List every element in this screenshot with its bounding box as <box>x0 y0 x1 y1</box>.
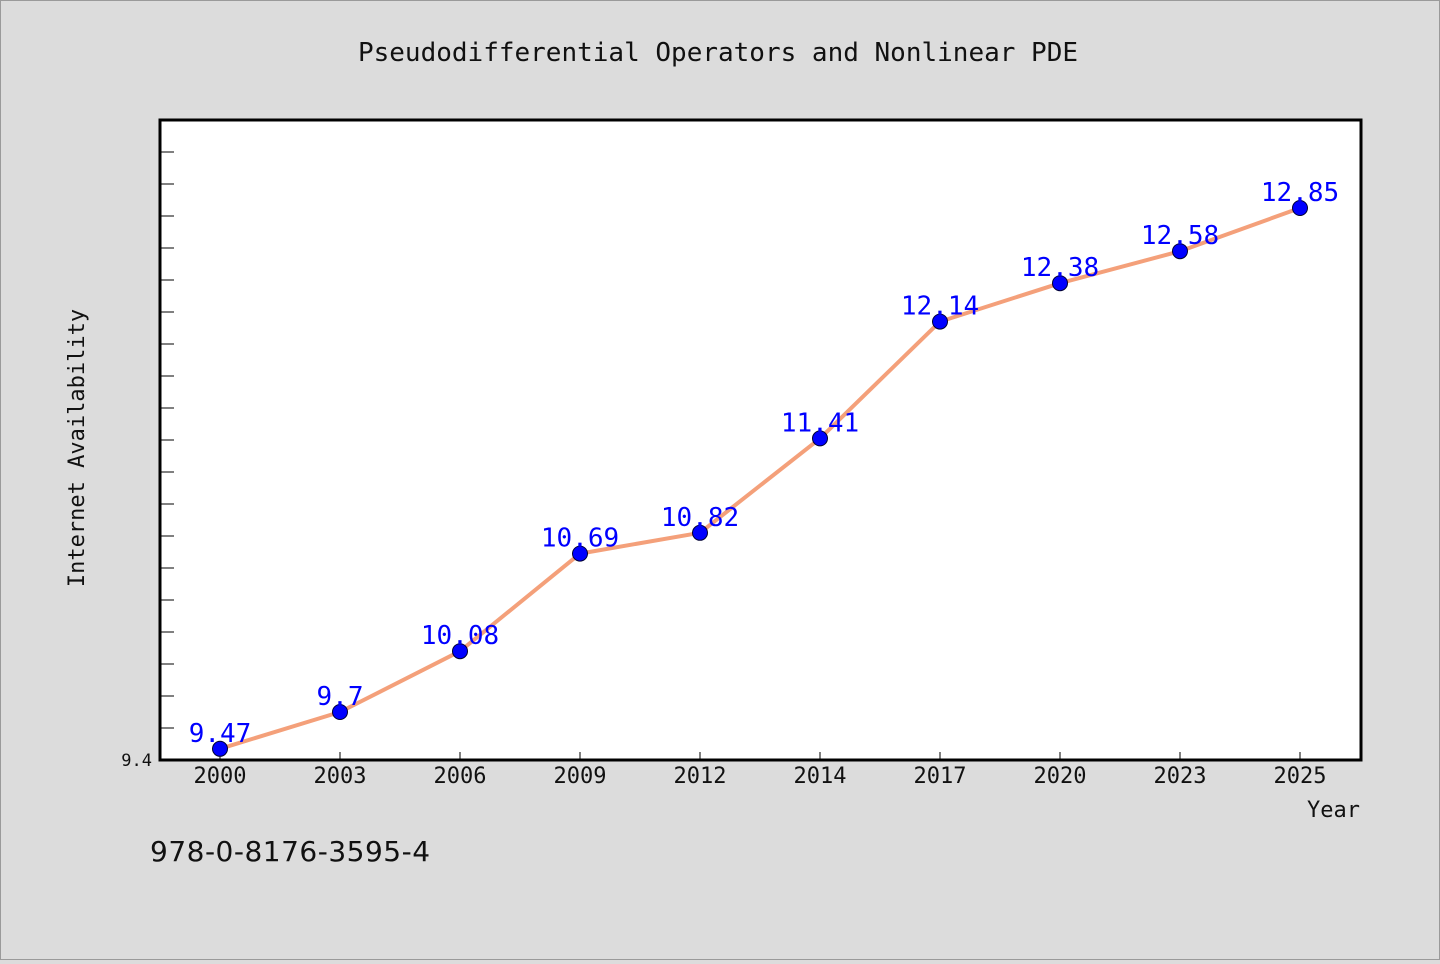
data-label: 9.47 <box>189 719 252 749</box>
data-label: 12.58 <box>1141 221 1219 251</box>
y-axis-tick-labels: 9.4 <box>121 751 152 771</box>
plot-border <box>158 118 1363 762</box>
y-axis-label: Internet Availability <box>65 309 90 587</box>
data-point <box>332 704 348 720</box>
data-label: 9.7 <box>317 682 364 712</box>
data-point <box>1052 275 1068 292</box>
data-point <box>572 545 588 562</box>
x-tick-label: 2009 <box>554 764 607 789</box>
data-point <box>1172 243 1188 260</box>
data-point <box>812 430 828 447</box>
data-markers <box>212 200 1308 757</box>
data-label: 10.69 <box>541 524 619 554</box>
data-point <box>932 313 948 330</box>
data-label: 12.85 <box>1261 178 1339 208</box>
data-point <box>1292 200 1308 216</box>
x-tick-label: 2017 <box>914 764 967 789</box>
x-tick-label: 2025 <box>1274 764 1327 789</box>
series-line <box>219 206 1301 751</box>
x-tick-label: 2003 <box>314 764 367 789</box>
x-axis-label: Year <box>1307 798 1360 823</box>
x-axis-tick-labels: 2000 2003 2006 2009 2012 2014 2017 2020 2023 2025 <box>194 764 1327 789</box>
x-tick-label: 2012 <box>674 764 727 789</box>
isbn-number: 978-0-8176-3595-4 <box>150 835 431 868</box>
data-point <box>212 740 228 757</box>
data-point <box>692 524 708 541</box>
data-label: 10.82 <box>661 503 739 533</box>
x-tick-label: 2006 <box>434 764 487 789</box>
chart-title: Pseudodifferential Operators and Nonline… <box>358 38 1078 68</box>
data-label: 10.08 <box>421 621 499 651</box>
x-tick-label: 2000 <box>194 764 247 789</box>
data-point <box>452 643 468 660</box>
x-tick-label: 2023 <box>1154 764 1207 789</box>
data-label: 12.38 <box>1021 253 1099 283</box>
data-label: 12.14 <box>901 292 979 322</box>
x-tick-label: 2020 <box>1034 764 1087 789</box>
data-labels: 9.47 9.7 10.08 10.69 10.82 11.41 12.14 12.38 12.… <box>189 178 1339 749</box>
plot-area <box>160 120 1361 760</box>
data-label: 11.41 <box>781 408 859 438</box>
y-axis-ticks <box>160 119 174 761</box>
x-tick-label: 2014 <box>794 764 847 789</box>
y-tick-label: 9.4 <box>121 751 152 771</box>
